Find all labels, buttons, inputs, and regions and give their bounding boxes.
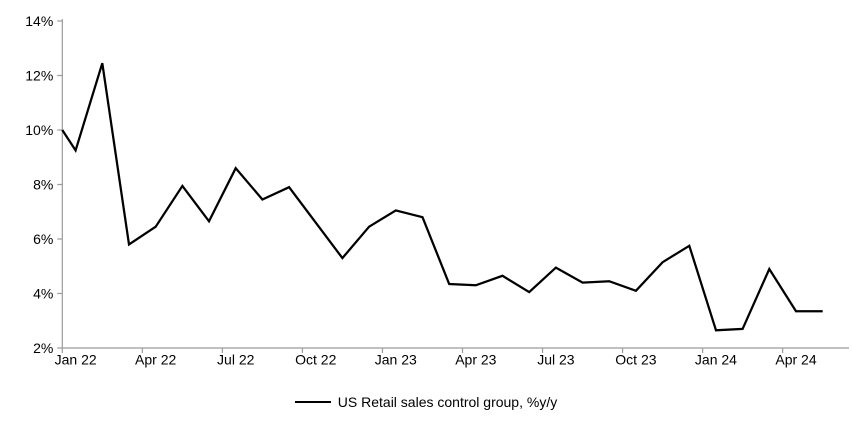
y-tick-label: 6% [33, 231, 53, 247]
legend: US Retail sales control group, %y/y [0, 391, 852, 413]
legend-series-label: US Retail sales control group, %y/y [337, 394, 558, 410]
y-tick-label: 4% [33, 286, 53, 302]
x-tick-label: Jan 24 [695, 352, 737, 368]
y-tick-label: 12% [25, 68, 53, 84]
x-tick-label: Apr 23 [455, 352, 496, 368]
legend-line-swatch [294, 401, 331, 403]
x-tick-label: Oct 22 [295, 352, 336, 368]
y-tick-label: 14% [25, 13, 53, 29]
y-tick-label: 2% [33, 340, 53, 356]
y-tick-label: 8% [33, 177, 53, 193]
y-tick-label: 10% [25, 122, 53, 138]
x-tick-label: Oct 23 [615, 352, 656, 368]
x-tick-label: Apr 22 [135, 352, 176, 368]
x-tick-label: Jan 23 [375, 352, 417, 368]
x-tick-label: Jul 22 [217, 352, 255, 368]
series-line [61, 62, 823, 332]
x-tick-label: Apr 24 [775, 352, 816, 368]
x-tick-label: Jan 22 [55, 352, 97, 368]
x-tick-label: Jul 23 [537, 352, 575, 368]
